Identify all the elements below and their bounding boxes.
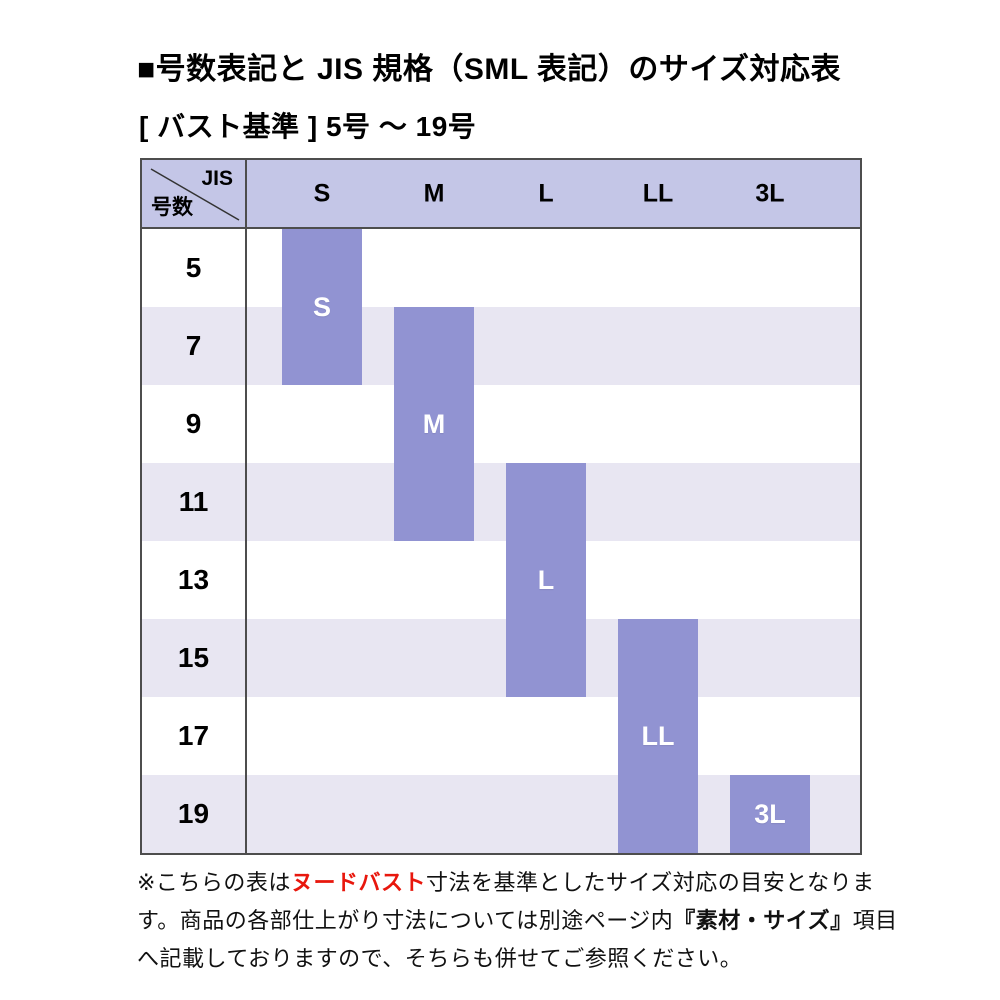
- row-label-5: 5: [185, 252, 202, 283]
- size-bar-ll: LL: [618, 619, 698, 853]
- footnote-segment-3: 項目へ記載しておりますので、そちらも併せてご参照ください。: [137, 908, 898, 971]
- size-bar-s-label: S: [312, 291, 331, 322]
- row-label-7: 7: [185, 330, 202, 361]
- size-bar-l-label: L: [537, 564, 555, 595]
- page-title: ■号数表記と JIS 規格（SML 表記）のサイズ対応表: [137, 53, 842, 86]
- footnote-segment-1: ※こちらの表は: [137, 870, 291, 895]
- diagonal-divider-line: [150, 168, 240, 221]
- column-header-l: L: [538, 179, 554, 207]
- size-bar-m: M: [394, 307, 474, 541]
- table-corner-cell: JIS 号数: [142, 160, 245, 227]
- size-bar-s: S: [282, 229, 362, 385]
- row-label-17: 17: [177, 720, 210, 751]
- table-row-5: 5: [142, 229, 860, 307]
- column-header-3l: 3L: [755, 179, 785, 207]
- table-row-11: 11: [142, 463, 860, 541]
- size-bar-l: L: [506, 463, 586, 697]
- table-inner: JIS 号数 S M L LL 3L 5 7 9 11 13 15 17 19: [142, 160, 860, 853]
- corner-label-gosu: 号数: [151, 196, 193, 219]
- column-header-m: M: [423, 179, 445, 207]
- row-label-19: 19: [177, 798, 210, 829]
- column-header-s: S: [313, 179, 331, 207]
- footnote-segment-2: 寸法を基準としたサイズ対応の目安となります。商品の各部仕上がり寸法については別途…: [137, 870, 875, 933]
- table-row-13: 13: [142, 541, 860, 619]
- label-column-divider: [245, 160, 247, 853]
- table-row-9: 9: [142, 385, 860, 463]
- size-range-bars: S M L LL 3L: [142, 160, 860, 853]
- table-row-17: 17: [142, 697, 860, 775]
- row-label-9: 9: [185, 408, 202, 439]
- table-header-row: JIS 号数 S M L LL 3L: [142, 160, 860, 229]
- table-row-15: 15: [142, 619, 860, 697]
- footnote: ※こちらの表はヌードバスト寸法を基準としたサイズ対応の目安となります。商品の各部…: [137, 864, 899, 978]
- size-bar-3l-label: 3L: [754, 798, 786, 829]
- size-correspondence-table: JIS 号数 S M L LL 3L 5 7 9 11 13 15 17 19: [140, 158, 862, 855]
- size-bar-m-label: M: [422, 408, 446, 439]
- footnote-segment-nude-bust: ヌードバスト: [290, 870, 426, 895]
- size-bar-3l: 3L: [730, 775, 810, 853]
- row-label-15: 15: [177, 642, 210, 673]
- row-label-11: 11: [178, 486, 209, 517]
- footnote-segment-material-size: 『素材・サイズ』: [673, 908, 853, 933]
- column-header-ll: LL: [642, 179, 674, 207]
- table-row-7: 7: [142, 307, 860, 385]
- size-bar-ll-label: LL: [641, 720, 675, 751]
- row-label-13: 13: [177, 564, 210, 595]
- subtitle-bust-basis: [ バスト基準 ] 5号 ～ 19号: [139, 111, 477, 142]
- corner-label-jis: JIS: [201, 167, 233, 190]
